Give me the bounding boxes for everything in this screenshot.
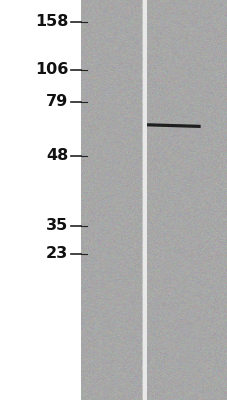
- Text: 23: 23: [46, 246, 68, 262]
- Text: 48: 48: [46, 148, 68, 164]
- Bar: [146, 0, 226, 400]
- Text: 79: 79: [46, 94, 68, 110]
- Text: 106: 106: [35, 62, 68, 78]
- Bar: [142, 0, 146, 400]
- Polygon shape: [146, 123, 200, 128]
- Text: 35: 35: [46, 218, 68, 234]
- Text: 158: 158: [35, 14, 68, 30]
- Bar: [81, 0, 142, 400]
